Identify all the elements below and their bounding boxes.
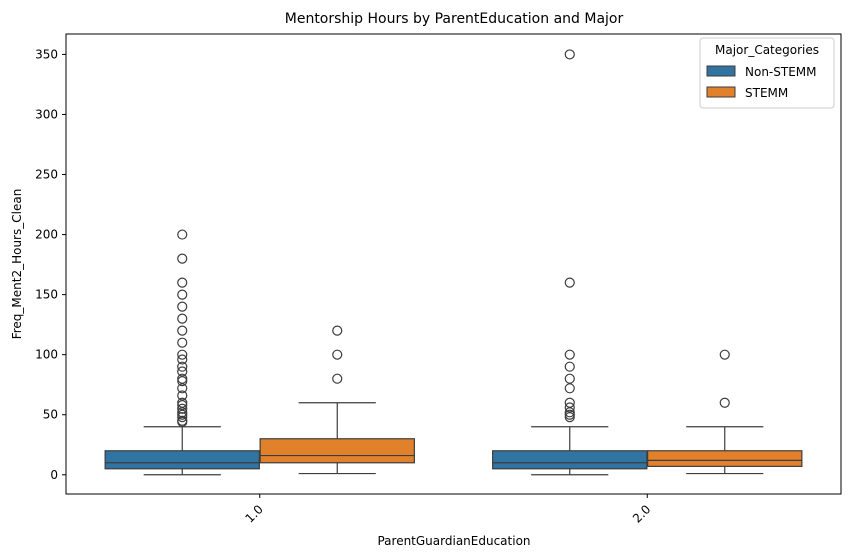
y-tick-label: 250 [35, 168, 58, 182]
y-axis-label: Freq_Ment2_Hours_Clean [10, 189, 24, 340]
outlier-point [719, 397, 730, 408]
outlier-point [177, 253, 188, 264]
outlier-point [564, 407, 575, 418]
outlier-point [564, 397, 575, 408]
outlier-point [177, 376, 188, 387]
outlier-point [177, 361, 188, 372]
outlier-point [332, 373, 343, 384]
outlier-point [719, 349, 730, 360]
plot-frame [65, 33, 842, 495]
outlier-point [564, 277, 575, 288]
outlier-point [177, 407, 188, 418]
plot-area [104, 49, 803, 476]
box-Non-STEMM-1.0 [104, 229, 260, 476]
outlier-point [177, 337, 188, 348]
outlier-point [177, 366, 188, 377]
outlier-point [332, 325, 343, 336]
outlier-point [564, 402, 575, 413]
y-tick-label: 0 [50, 468, 58, 482]
box-STEMM-1.0 [259, 325, 415, 475]
box-STEMM-2.0 [647, 349, 803, 475]
outlier-point [564, 412, 575, 423]
outlier-point [564, 349, 575, 360]
outlier-point [177, 277, 188, 288]
y-tick-label: 350 [35, 47, 58, 61]
outlier-point [177, 383, 188, 394]
y-tick-label: 150 [35, 288, 58, 302]
outlier-point [332, 349, 343, 360]
outlier-point [177, 390, 188, 401]
outlier-point [177, 229, 188, 240]
outlier-point [177, 400, 188, 411]
outlier-point [177, 409, 188, 420]
legend-swatch-Non-STEMM [706, 65, 736, 77]
legend-entry-Non-STEMM: Non-STEMM [745, 65, 817, 79]
outlier-point [177, 354, 188, 365]
iqr-box [492, 450, 648, 470]
x-tick-label: 2.0 [630, 502, 653, 525]
box-Non-STEMM-2.0 [492, 49, 648, 476]
iqr-box [104, 450, 260, 470]
y-tick-label: 300 [35, 107, 58, 121]
outlier-point [177, 397, 188, 408]
legend: Major_Categories Non-STEMM STEMM [699, 37, 835, 109]
outlier-point [177, 289, 188, 300]
outlier-point [177, 403, 188, 414]
outlier-point [564, 409, 575, 420]
legend-swatch-STEMM [706, 86, 736, 98]
y-tick-label: 100 [35, 348, 58, 362]
outlier-point [177, 313, 188, 324]
outlier-point [564, 361, 575, 372]
x-tick-label: 1.0 [242, 502, 265, 525]
outlier-point [564, 49, 575, 60]
outlier-point [177, 373, 188, 384]
outlier-point [564, 383, 575, 394]
outlier-point [177, 349, 188, 360]
x-axis-label: ParentGuardianEducation [377, 534, 530, 548]
y-tick-label: 200 [35, 228, 58, 242]
outlier-point [564, 373, 575, 384]
legend-entry-STEMM: STEMM [745, 86, 788, 100]
outlier-point [177, 301, 188, 312]
outlier-point [177, 325, 188, 336]
legend-title: Major_Categories [715, 43, 819, 57]
iqr-box [259, 438, 415, 464]
y-tick-label: 50 [43, 408, 58, 422]
iqr-box [647, 450, 803, 467]
chart-title: Mentorship Hours by ParentEducation and … [285, 11, 624, 27]
